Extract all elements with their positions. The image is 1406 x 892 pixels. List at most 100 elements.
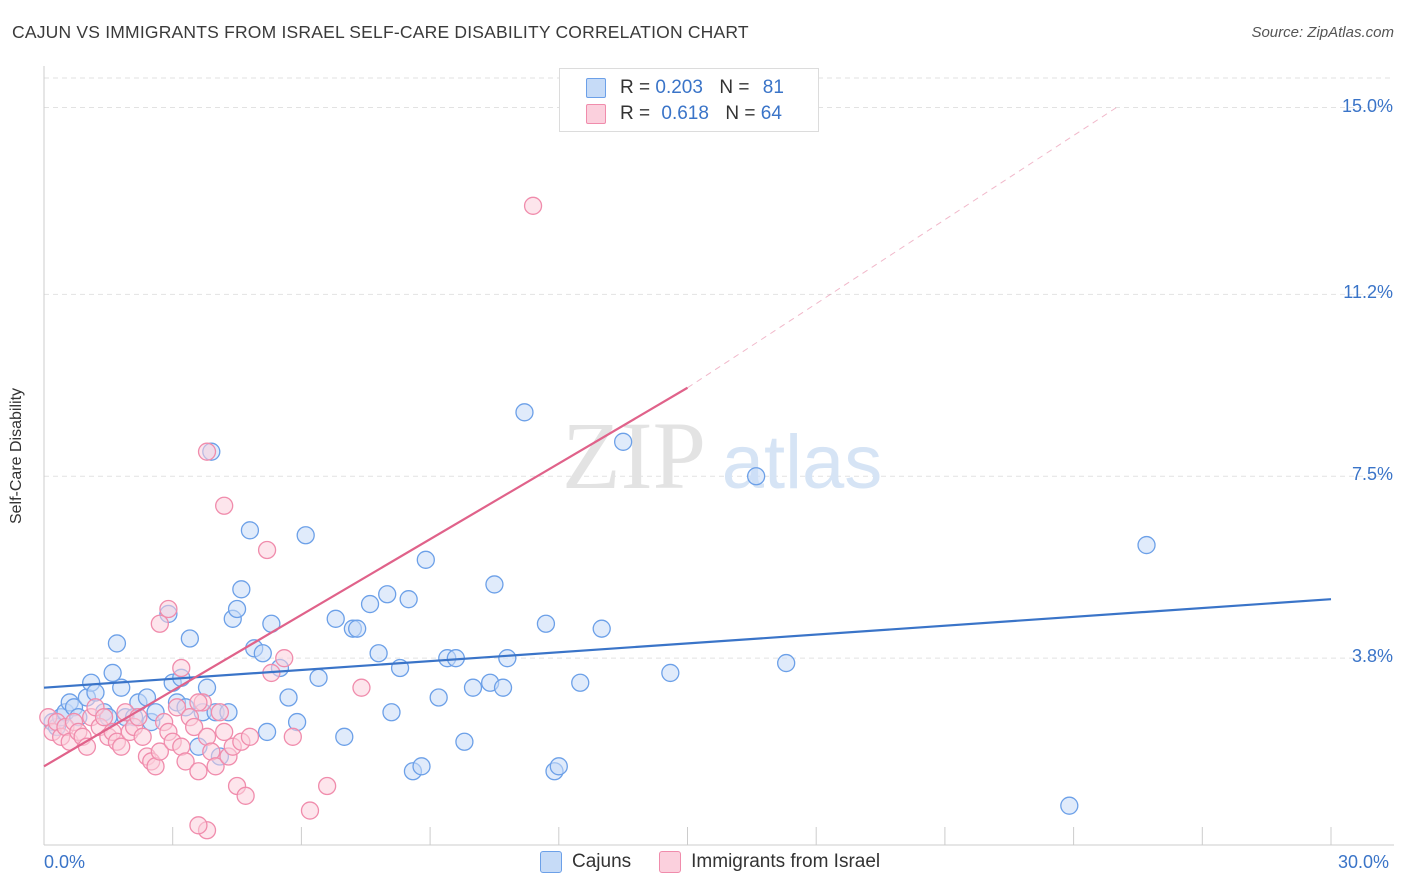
data-point: [236, 786, 255, 805]
data-point: [463, 678, 483, 697]
data-point: [176, 752, 195, 771]
legend-n-value: 81: [762, 77, 784, 98]
data-point: [369, 644, 388, 663]
grid-lines: [44, 77, 1394, 659]
trend-line-series-0: [43, 598, 1332, 689]
data-point: [317, 776, 337, 796]
data-point: [184, 717, 204, 737]
bottom-legend-cajuns: Cajuns: [540, 851, 631, 873]
legend-swatch-blue: [586, 78, 606, 98]
data-point: [378, 585, 397, 604]
bottom-legend-swatch-pink: [659, 851, 682, 873]
x-tick-max: 30.0%: [1338, 852, 1390, 872]
data-point: [279, 688, 298, 707]
series-1-points: [39, 196, 543, 840]
data-point: [94, 708, 114, 727]
y-tick-label: 11.2%: [1343, 282, 1393, 303]
data-point: [215, 722, 234, 742]
data-point: [107, 634, 127, 653]
axes: [43, 66, 1394, 846]
data-point: [498, 649, 517, 668]
data-point: [112, 737, 131, 756]
data-point: [257, 540, 277, 560]
data-point: [382, 703, 401, 722]
data-point: [133, 727, 152, 746]
data-point: [257, 722, 277, 742]
data-point: [416, 550, 435, 569]
data-point: [352, 678, 371, 697]
data-point: [227, 599, 247, 619]
data-point: [240, 521, 260, 540]
data-points: [39, 196, 1156, 840]
legend-r-value: 0.203: [655, 77, 703, 98]
data-point: [103, 663, 122, 683]
data-point: [360, 594, 380, 614]
bottom-legend-label-cajuns: Cajuns: [572, 851, 632, 872]
y-axis-label: Self-Care Disability: [8, 387, 25, 525]
data-point: [253, 644, 272, 663]
data-point: [150, 614, 169, 633]
data-point: [232, 580, 251, 599]
data-point: [180, 629, 200, 648]
trend-line-extension-series-1: [687, 107, 1117, 389]
data-point: [348, 619, 367, 638]
data-point: [777, 653, 796, 673]
bottom-legend-label-israel: Immigrants from Israel: [691, 851, 881, 872]
data-point: [429, 688, 448, 707]
data-point: [189, 762, 208, 781]
data-point: [1137, 535, 1156, 555]
data-point: [455, 732, 474, 751]
legend-row-israel: R = 0.618 N = 64: [586, 102, 782, 126]
legend-r-label: R =: [620, 77, 651, 98]
data-point: [399, 590, 418, 609]
y-axis-label-wrap: Self-Care Disability: [8, 388, 26, 524]
y-tick-label: 15.0%: [1341, 95, 1393, 116]
y-tick-label: 3.8%: [1351, 646, 1393, 667]
data-point: [189, 816, 208, 835]
data-point: [240, 727, 260, 746]
data-point: [283, 727, 302, 746]
bottom-legend: Cajuns Immigrants from Israel: [540, 851, 908, 873]
data-point: [275, 649, 294, 668]
data-point: [485, 575, 504, 594]
data-point: [592, 619, 611, 638]
data-point: [1060, 796, 1079, 815]
source-label: Source: ZipAtlas.com: [1251, 24, 1394, 41]
data-point: [150, 742, 169, 761]
data-point: [493, 678, 513, 697]
trend-lines: [43, 107, 1332, 768]
data-point: [300, 801, 320, 820]
data-point: [167, 698, 187, 717]
legend-r-value: 0.618: [661, 103, 709, 124]
watermark: ZIP atlas: [562, 402, 882, 509]
legend-n-label: N =: [725, 103, 756, 124]
legend-r-label: R =: [620, 103, 651, 124]
data-point: [335, 727, 354, 746]
x-tick-min: 0.0%: [44, 852, 86, 872]
data-point: [172, 658, 191, 678]
legend-box: R = 0.203 N = 81 R = 0.618 N = 64: [559, 68, 819, 132]
data-point: [523, 196, 543, 215]
data-point: [309, 668, 328, 687]
data-point: [215, 496, 234, 515]
legend-n-label: N =: [719, 77, 750, 98]
data-point: [412, 757, 431, 776]
data-point: [197, 442, 217, 461]
data-point: [159, 599, 178, 619]
data-point: [206, 757, 225, 776]
y-tick-label: 7.5%: [1351, 464, 1393, 485]
data-point: [515, 403, 534, 422]
data-point: [210, 703, 230, 722]
data-point: [549, 757, 568, 776]
chart-title: CAJUN VS IMMIGRANTS FROM ISRAEL SELF-CAR…: [12, 22, 749, 42]
watermark-atlas: atlas: [722, 420, 883, 505]
data-point: [296, 526, 315, 545]
data-point: [661, 663, 680, 683]
data-point: [571, 673, 590, 692]
legend-swatch-pink: [586, 104, 606, 124]
data-point: [326, 609, 345, 628]
bottom-legend-israel: Immigrants from Israel: [659, 851, 880, 873]
data-point: [189, 693, 208, 712]
data-point: [614, 432, 633, 451]
